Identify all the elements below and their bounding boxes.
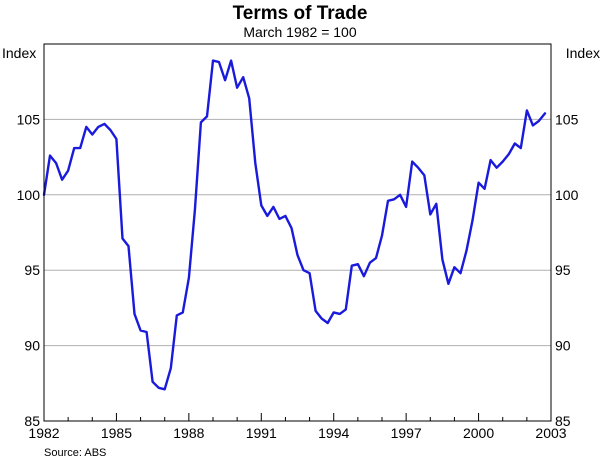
y-tick-label-right-100: 100 [555, 187, 579, 203]
series-line-0 [42, 59, 547, 391]
y-tick-label-right-85: 85 [555, 413, 571, 429]
chart-title: Terms of Trade [233, 3, 368, 24]
x-tick-label-2000: 2000 [463, 425, 494, 441]
series-lines [42, 59, 547, 391]
tick-labels: 85 85 90 90 95 95 100 100 105 105 1982 1985 1988 1991… [17, 111, 579, 441]
x-tick-label-1997: 1997 [391, 425, 422, 441]
axis-ticks [43, 413, 552, 421]
y-tick-label-left-95: 95 [24, 262, 40, 278]
source-note: Source: ABS [44, 447, 106, 459]
y-tick-label-left-100: 100 [17, 187, 41, 203]
plot-frame [43, 43, 552, 422]
gridlines [44, 118, 551, 347]
x-tick-label-1988: 1988 [173, 425, 204, 441]
y-tick-label-right-90: 90 [555, 338, 571, 354]
chart-subtitle: March 1982 = 100 [243, 24, 356, 40]
x-tick-label-1994: 1994 [318, 425, 349, 441]
x-tick-label-2003: 2003 [535, 425, 566, 441]
x-tick-label-1985: 1985 [101, 425, 132, 441]
y-tick-label-left-90: 90 [24, 338, 40, 354]
y-axis-unit-left: Index [2, 45, 36, 61]
y-tick-label-left-85: 85 [24, 413, 40, 429]
y-tick-label-right-95: 95 [555, 262, 571, 278]
y-tick-label-left-105: 105 [17, 111, 41, 127]
x-tick-label-1991: 1991 [246, 425, 277, 441]
y-tick-label-right-105: 105 [555, 111, 579, 127]
y-axis-unit-right: Index [566, 45, 600, 61]
x-tick-label-1982: 1982 [28, 425, 59, 441]
